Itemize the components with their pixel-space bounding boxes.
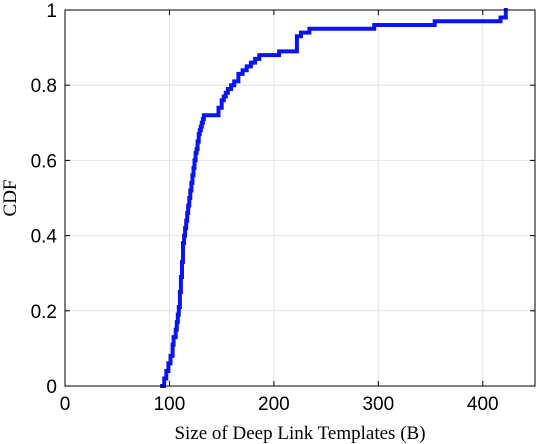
y-tick-label: 0.6 — [31, 151, 57, 172]
x-axis-label: Size of Deep Link Templates (B) — [174, 423, 425, 444]
x-tick-label: 0 — [60, 394, 71, 415]
y-axis-label: CDF — [0, 180, 21, 217]
y-tick-label: 1 — [46, 1, 57, 22]
ticks — [64, 9, 535, 387]
grid — [64, 9, 535, 387]
x-tick-label: 300 — [362, 394, 394, 415]
y-tick-label: 0.2 — [31, 302, 57, 323]
y-tick-label: 0.4 — [31, 227, 58, 248]
x-tick-label: 400 — [467, 394, 499, 415]
x-tick-label: 200 — [258, 394, 290, 415]
y-tick-labels: 0 0.2 0.4 0.6 0.8 1 — [31, 1, 58, 398]
plot-frame — [64, 9, 536, 387]
cdf-series-line — [160, 8, 508, 388]
series-layer — [160, 8, 508, 388]
y-tick-label: 0 — [46, 377, 57, 398]
x-tick-labels: 0 100 200 300 400 — [60, 394, 499, 415]
x-tick-label: 100 — [154, 394, 186, 415]
y-tick-label: 0.8 — [31, 76, 57, 97]
